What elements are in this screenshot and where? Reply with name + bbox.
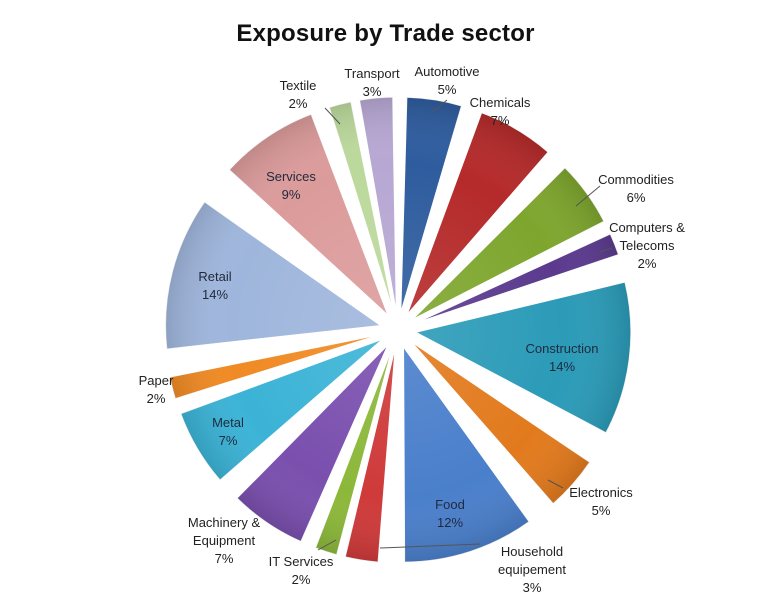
slice-name: Chemicals: [470, 95, 531, 110]
slice-percentage: 2%: [147, 391, 166, 406]
leader-line-automotive: [431, 99, 448, 113]
slice-name: Paper: [139, 373, 174, 388]
slice-percentage: 9%: [282, 187, 301, 202]
pie-slice-shading: [329, 101, 394, 313]
pie-slice-shading: [315, 347, 393, 555]
leaders-layer: [317, 99, 613, 551]
slice-name: Retail: [198, 269, 231, 284]
slice-name: Textile: [280, 78, 317, 93]
leader-line-commodities: [575, 185, 601, 207]
slice-label-machinery-equipment: Machinery & Equipment 7%: [188, 515, 261, 566]
slice-percentage: 5%: [592, 503, 611, 518]
slice-percentage: 12%: [437, 515, 463, 530]
slice-name: Commodities: [598, 172, 674, 187]
slice-name: equipement: [498, 562, 566, 577]
pie-slice-shading: [180, 339, 383, 481]
slice-name: Electronics: [569, 485, 633, 500]
pie-slice-shading: [411, 341, 590, 504]
slice-percentage: 14%: [549, 359, 575, 374]
slice-name: IT Services: [269, 554, 334, 569]
slice-percentage: 5%: [438, 82, 457, 97]
leader-line-household-equipement: [379, 543, 481, 549]
pie-slice-shading: [165, 202, 381, 349]
slice-percentage: 2%: [289, 96, 308, 111]
slice-percentage: 2%: [292, 572, 311, 587]
leader-line-computers-telecoms: [599, 247, 613, 253]
pie-slice-shading: [237, 344, 388, 542]
pie-slice-shading: [169, 334, 381, 399]
slice-name: Metal: [212, 415, 244, 430]
slice-label-household-equipement: Household equipement 3%: [498, 544, 566, 595]
pie-slice-shading: [403, 347, 530, 563]
leader-line-textile: [324, 107, 341, 125]
slice-name: Equipment: [193, 533, 256, 548]
pie-slice-shading: [229, 114, 388, 316]
pie-slice-shading: [359, 97, 397, 313]
slice-label-commodities: Commodities 6%: [598, 172, 674, 205]
slice-label-retail: Retail 14%: [198, 269, 231, 302]
slice-label-computers-telecoms: Computers & Telecoms 2%: [609, 220, 685, 271]
pie-slice-shading: [412, 167, 604, 320]
slice-percentage: 3%: [523, 580, 542, 595]
slice-name: Construction: [526, 341, 599, 356]
pie-slice-shading: [400, 97, 462, 313]
slice-name: Machinery &: [188, 515, 261, 530]
slices-layer: [165, 96, 632, 563]
slice-percentage: 2%: [638, 256, 657, 271]
pie-slice-shading: [414, 234, 619, 324]
slice-name: Services: [266, 169, 316, 184]
slice-label-services: Services 9%: [266, 169, 316, 202]
slice-label-chemicals: Chemicals 7%: [470, 95, 531, 128]
slice-name: Household: [501, 544, 563, 559]
slice-label-electronics: Electronics 5%: [569, 485, 633, 518]
leader-line-electronics: [547, 479, 564, 489]
slice-label-it-services: IT Services 2%: [269, 554, 334, 587]
slice-name: Automotive: [414, 64, 479, 79]
slice-label-transport: Transport 3%: [344, 66, 400, 99]
slice-name: Computers &: [609, 220, 685, 235]
slice-name: Food: [435, 497, 465, 512]
slice-label-construction: Construction 14%: [526, 341, 599, 374]
slice-percentage: 7%: [219, 433, 238, 448]
slice-percentage: 7%: [491, 113, 510, 128]
slice-label-textile: Textile 2%: [280, 78, 317, 111]
slice-percentage: 7%: [215, 551, 234, 566]
slice-label-automotive: Automotive 5%: [414, 64, 479, 97]
labels-layer: Automotive 5% Chemicals 7% Commodities 6% Comp…: [139, 64, 686, 595]
slice-percentage: 3%: [363, 84, 382, 99]
slice-percentage: 6%: [627, 190, 646, 205]
slice-name: Telecoms: [620, 238, 675, 253]
pie-slice-shading: [407, 112, 549, 315]
slice-label-food: Food 12%: [435, 497, 465, 530]
slice-label-paper: Paper 2%: [139, 373, 174, 406]
slice-name: Transport: [344, 66, 400, 81]
slice-label-metal: Metal 7%: [212, 415, 244, 448]
slice-percentage: 14%: [202, 287, 228, 302]
chart-title: Exposure by Trade sector: [236, 20, 535, 47]
pie-slice-shading: [345, 347, 396, 563]
pie-slice-shading: [415, 282, 631, 433]
leader-line-it-services: [317, 539, 337, 551]
